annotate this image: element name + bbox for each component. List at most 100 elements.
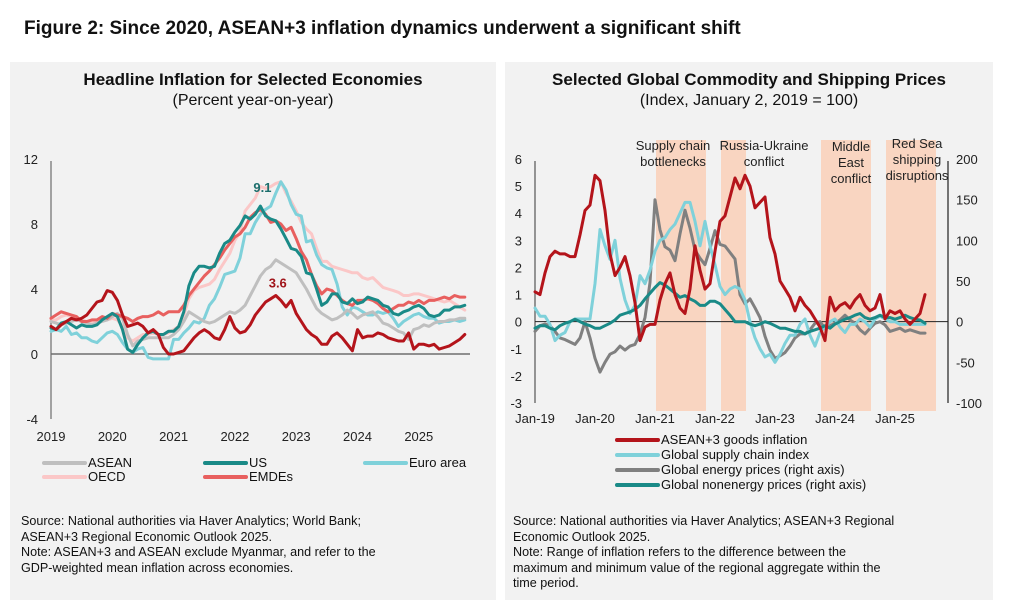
series-line-asean-3-goods-inflation xyxy=(533,173,927,343)
data-label-asean-3: 3.6 xyxy=(269,276,287,291)
right-note-line: time period. xyxy=(513,576,579,590)
left-y-tick-label: 6 xyxy=(515,152,522,167)
series-line-global-nonenergy-prices-right-axis xyxy=(533,281,927,336)
legend-swatch-euro-area xyxy=(363,460,408,465)
right-y-tick-label: 200 xyxy=(956,152,978,167)
left-chart-title: Headline Inflation for Selected Economie… xyxy=(83,70,423,89)
legend-label-energy: Global energy prices (right axis) xyxy=(661,462,845,477)
legend-item-nonenergy: Global nonenergy prices (right axis) xyxy=(615,477,866,492)
legend-label-asean: ASEAN xyxy=(88,455,133,470)
right-source-line: Economic Outlook 2025. xyxy=(513,529,651,544)
left-source-line: ASEAN+3 Regional Economic Outlook 2025. xyxy=(21,529,272,544)
shaded-period-label: conflict xyxy=(744,154,785,169)
legend-label-supply-chain: Global supply chain index xyxy=(661,447,810,462)
x-tick-label: Jan-19 xyxy=(515,411,555,426)
figure-title: Figure 2: Since 2020, ASEAN+3 inflation … xyxy=(24,18,741,39)
left-y-tick-label: 4 xyxy=(515,206,522,221)
x-tick-label: 2023 xyxy=(282,429,311,444)
x-tick-label: Jan-22 xyxy=(695,411,735,426)
x-tick-label: Jan-21 xyxy=(635,411,675,426)
right-note-line: maximum and minimum value of the regiona… xyxy=(513,560,881,575)
y-tick-label: 8 xyxy=(31,217,38,232)
series-line-us xyxy=(49,204,467,354)
left-y-tick-label: 2 xyxy=(515,260,522,275)
commodity-shipping-panel: Selected Global Commodity and Shipping P… xyxy=(505,62,993,600)
shaded-period-label: Middle xyxy=(832,139,870,154)
right-y-tick-label: 150 xyxy=(956,193,978,208)
legend-label-emdes: EMDEs xyxy=(249,469,294,484)
legend-swatch-oecd xyxy=(42,474,87,479)
left-y-tick-label: 1 xyxy=(515,288,522,303)
right-source-line: Source: National authorities via Haver A… xyxy=(513,514,895,528)
left-y-tick-label: 3 xyxy=(515,233,522,248)
right-source-note: Source: National authorities via Haver A… xyxy=(513,514,988,592)
series-line-global-supply-chain-index xyxy=(533,200,927,364)
left-chart-subtitle: (Percent year-on-year) xyxy=(172,92,334,109)
series-line-asean-3 xyxy=(49,289,467,356)
x-tick-label: Jan-24 xyxy=(815,411,855,426)
legend-item-oecd: OECD xyxy=(42,469,126,484)
left-y-tick-label: -1 xyxy=(510,342,522,357)
legend-label-euro-area: Euro area xyxy=(409,455,467,470)
legend-swatch-asean xyxy=(42,460,87,465)
shaded-period-label: disruptions xyxy=(886,168,949,183)
right-y-tick-label: 0 xyxy=(956,315,963,330)
right-y-tick-label: 50 xyxy=(956,274,970,289)
legend-swatch-emdes xyxy=(203,474,248,479)
y-tick-label: 4 xyxy=(31,282,38,297)
x-tick-label: Jan-23 xyxy=(755,411,795,426)
headline-inflation-panel: Headline Inflation for Selected Economie… xyxy=(10,62,496,600)
left-y-tick-label: 5 xyxy=(515,179,522,194)
legend-swatch-energy xyxy=(615,467,660,472)
legend-label-asean3-goods: ASEAN+3 goods inflation xyxy=(661,432,808,447)
right-y-tick-label: 100 xyxy=(956,233,978,248)
left-y-tick-label: 0 xyxy=(515,315,522,330)
series-line-emdes xyxy=(49,207,467,323)
legend-item-asean: ASEAN xyxy=(42,455,132,470)
y-tick-label: -4 xyxy=(26,412,38,427)
left-y-tick-label: -3 xyxy=(510,396,522,411)
x-tick-label: 2024 xyxy=(343,429,372,444)
y-tick-label: 0 xyxy=(31,347,38,362)
data-label-us: 9.1 xyxy=(253,180,271,195)
shaded-period-label: shipping xyxy=(893,152,941,167)
x-tick-label: Jan-25 xyxy=(875,411,915,426)
legend-swatch-asean3-goods xyxy=(615,437,660,442)
shaded-period-label: East xyxy=(838,155,864,170)
legend-item-euro-area: Euro area xyxy=(363,455,466,470)
shaded-period-red-sea-shipping-disruptions xyxy=(886,140,936,411)
shaded-period-label: Russia-Ukraine xyxy=(720,138,809,153)
legend-label-oecd: OECD xyxy=(88,469,126,484)
right-y-tick-label: -50 xyxy=(956,355,975,370)
shaded-period-middle-east-conflict xyxy=(821,140,871,411)
legend-label-nonenergy: Global nonenergy prices (right axis) xyxy=(661,477,867,492)
legend-item-us: US xyxy=(203,455,267,470)
right-y-tick-label: -100 xyxy=(956,396,982,411)
series-line-euro-area xyxy=(49,180,467,361)
left-note-line: GDP-weighted mean inflation across econo… xyxy=(21,560,294,575)
legend-swatch-us xyxy=(203,460,248,465)
legend-item-asean3-goods: ASEAN+3 goods inflation xyxy=(615,432,807,447)
legend-item-emdes: EMDEs xyxy=(203,469,293,484)
shaded-period-label: Red Sea xyxy=(892,136,943,151)
shaded-period-label: Supply chain xyxy=(636,138,710,153)
legend-item-energy: Global energy prices (right axis) xyxy=(615,462,845,477)
headline-inflation-chart: -4 0 4 8 12 2019 2020 2021 2022 2023 2024 2025 9.1 3.… xyxy=(24,152,470,444)
x-tick-label: Jan-20 xyxy=(575,411,615,426)
left-note-line: Note: ASEAN+3 and ASEAN exclude Myanmar,… xyxy=(21,545,376,559)
left-y-tick-label: -2 xyxy=(510,369,522,384)
x-tick-label: 2025 xyxy=(404,429,433,444)
shaded-period-label: bottlenecks xyxy=(640,154,706,169)
shaded-period-supply-chain-bottlenecks xyxy=(656,140,706,411)
right-chart-title: Selected Global Commodity and Shipping P… xyxy=(552,70,946,89)
legend-label-us: US xyxy=(249,455,268,470)
legend-item-supply-chain: Global supply chain index xyxy=(615,447,809,462)
y-tick-label: 12 xyxy=(24,152,38,167)
legend-swatch-nonenergy xyxy=(615,482,660,487)
x-tick-label: 2020 xyxy=(98,429,127,444)
x-tick-label: 2021 xyxy=(159,429,188,444)
x-tick-label: 2019 xyxy=(37,429,66,444)
left-source-line: Source: National authorities via Haver A… xyxy=(21,514,361,528)
right-chart-subtitle: (Index, January 2, 2019 = 100) xyxy=(639,92,859,109)
